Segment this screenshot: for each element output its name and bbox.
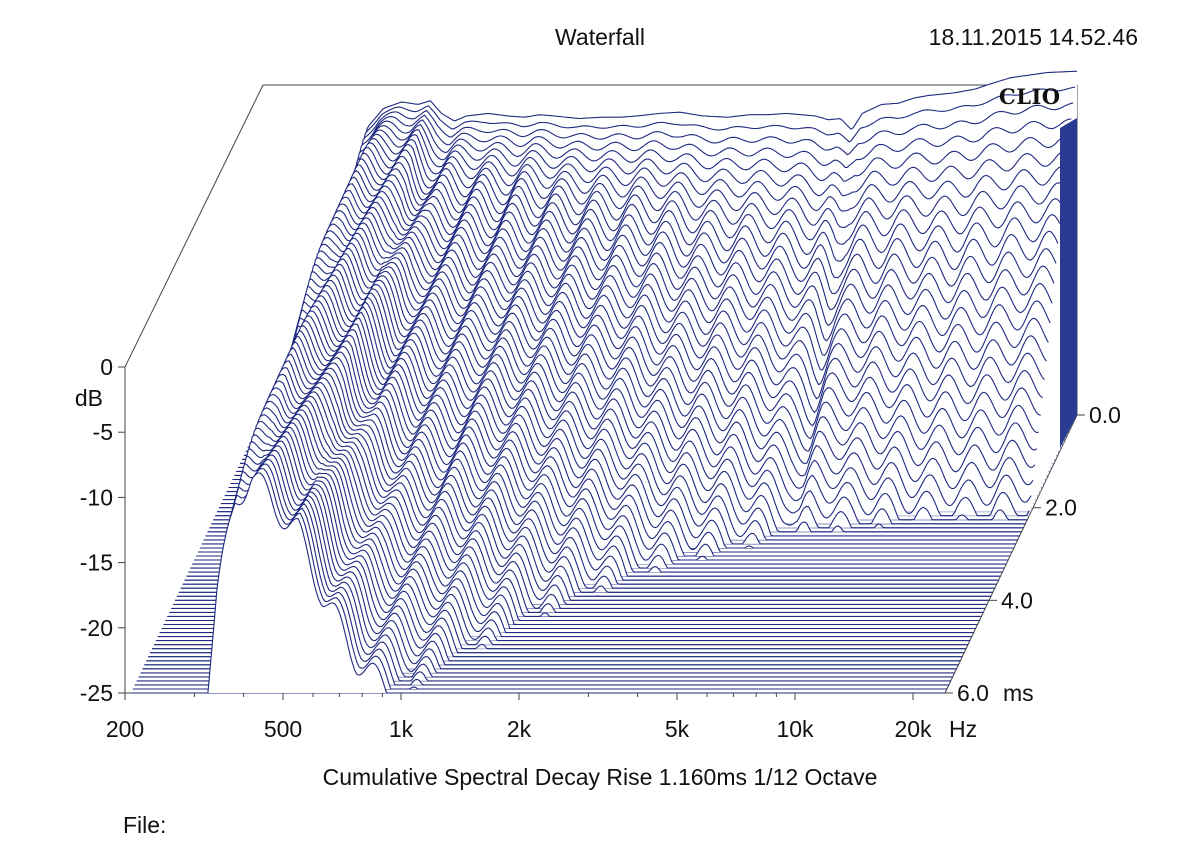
decay-slice bbox=[196, 284, 1010, 557]
decay-slice bbox=[146, 435, 961, 662]
x-tick-label: 1k bbox=[389, 716, 414, 742]
decay-slices bbox=[131, 70, 1078, 694]
decay-slice bbox=[245, 142, 1061, 452]
decay-slice bbox=[150, 426, 965, 654]
decay-slice bbox=[148, 430, 963, 658]
decay-slice bbox=[257, 114, 1072, 428]
y-tick-label: -25 bbox=[80, 680, 113, 706]
x-tick-label: 2k bbox=[507, 716, 532, 742]
decay-slice bbox=[178, 330, 993, 593]
decay-slice bbox=[190, 300, 1005, 569]
decay-slice bbox=[192, 295, 1007, 565]
decay-slice bbox=[188, 305, 1003, 573]
y-unit-label: dB bbox=[75, 385, 103, 411]
decay-slice bbox=[240, 158, 1055, 464]
decay-slice bbox=[173, 346, 988, 605]
decay-slice bbox=[238, 164, 1053, 468]
x-tick-label: 200 bbox=[106, 716, 144, 742]
axes: 0 -5 -10 -15 -20 -25 dB 200 500 1k 2k 5k 10k 20k Hz 0.0… bbox=[75, 354, 1121, 742]
decay-slice bbox=[184, 315, 999, 581]
decay-slice bbox=[242, 152, 1057, 460]
decay-slice bbox=[180, 324, 995, 589]
x-tick-label: 5k bbox=[665, 716, 690, 742]
decay-slice bbox=[142, 445, 957, 670]
file-label: File: bbox=[123, 812, 167, 838]
decay-slice bbox=[136, 458, 951, 682]
decay-slice bbox=[236, 169, 1051, 472]
x-tick-label: 500 bbox=[264, 716, 302, 742]
decay-slice bbox=[134, 463, 949, 686]
y-tick-label: -15 bbox=[80, 550, 113, 576]
x-unit-label: Hz bbox=[949, 716, 977, 742]
decay-slice bbox=[247, 138, 1063, 448]
decay-slice bbox=[167, 367, 982, 617]
decay-slice bbox=[182, 320, 997, 585]
z-tick-label: 6.0 bbox=[957, 680, 989, 706]
z-tick-label: 2.0 bbox=[1045, 495, 1077, 521]
decay-slice bbox=[138, 454, 953, 678]
decay-slice bbox=[186, 310, 1001, 577]
z-axis-line bbox=[944, 414, 1078, 694]
decay-slice bbox=[201, 269, 1016, 545]
decay-slice bbox=[234, 176, 1049, 476]
y-tick-label: -10 bbox=[80, 484, 113, 510]
decay-slice bbox=[205, 258, 1020, 537]
decay-slice bbox=[230, 189, 1045, 485]
clio-logo: CLIO bbox=[999, 84, 1061, 109]
decay-slice bbox=[263, 70, 1078, 416]
y-tick-label: -5 bbox=[93, 419, 113, 445]
decay-slice bbox=[232, 183, 1047, 481]
timestamp: 18.11.2015 14.52.46 bbox=[928, 24, 1138, 50]
decay-slice bbox=[207, 252, 1022, 533]
decay-slice bbox=[203, 263, 1018, 541]
decay-slice bbox=[144, 440, 959, 666]
decay-slice bbox=[171, 353, 986, 609]
decay-slice bbox=[261, 86, 1076, 420]
chart-caption: Cumulative Spectral Decay Rise 1.160ms 1… bbox=[322, 764, 878, 790]
decay-slice bbox=[165, 373, 980, 622]
decay-slice bbox=[169, 360, 984, 613]
decay-slice bbox=[140, 449, 955, 674]
decay-slice bbox=[199, 274, 1014, 549]
chart-title: Waterfall bbox=[0, 24, 1200, 51]
decay-slice bbox=[249, 133, 1064, 444]
z-unit-label: ms bbox=[1003, 680, 1034, 706]
decay-slice bbox=[211, 242, 1026, 525]
decay-slice bbox=[243, 147, 1059, 456]
decay-slice bbox=[175, 341, 989, 601]
decay-slice bbox=[132, 467, 947, 690]
decay-slice bbox=[194, 290, 1009, 561]
z-tick-label: 0.0 bbox=[1089, 402, 1121, 428]
decay-slice bbox=[259, 102, 1074, 424]
x-tick-label: 10k bbox=[776, 716, 814, 742]
decay-slice bbox=[209, 247, 1024, 529]
z-tick-label: 4.0 bbox=[1001, 587, 1033, 613]
decay-slice bbox=[255, 119, 1070, 432]
x-tick-label: 20k bbox=[894, 716, 932, 742]
decay-slice bbox=[198, 279, 1012, 553]
edge-fill bbox=[1060, 118, 1077, 448]
slice-mask bbox=[131, 472, 945, 693]
chart-title-text: Waterfall bbox=[555, 24, 645, 50]
decay-slice bbox=[131, 472, 945, 694]
decay-slice bbox=[176, 335, 991, 597]
decay-slice bbox=[251, 129, 1066, 440]
y-tick-label: -20 bbox=[80, 615, 113, 641]
decay-slice bbox=[152, 420, 966, 650]
decay-slice bbox=[213, 237, 1028, 521]
y-tick-label: 0 bbox=[100, 354, 113, 380]
decay-slice bbox=[253, 124, 1068, 436]
